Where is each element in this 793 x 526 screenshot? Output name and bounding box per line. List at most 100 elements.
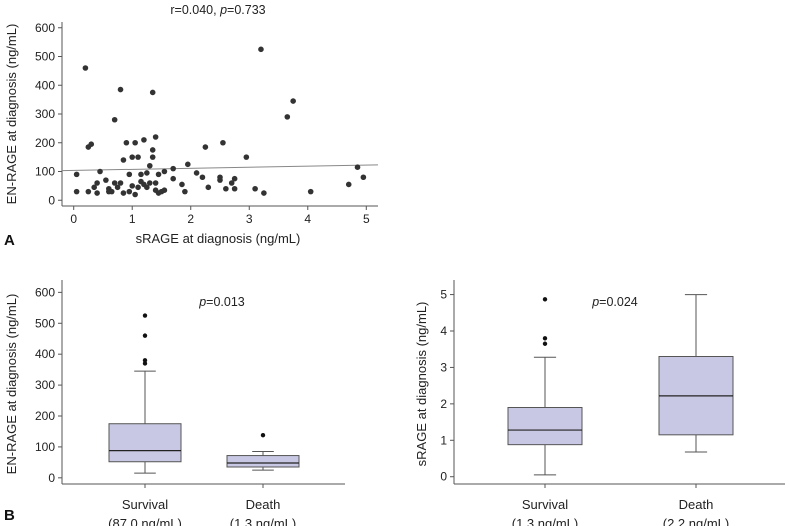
scatter-point [132, 139, 138, 146]
scatter-point [97, 168, 103, 175]
panel-label-a: A [4, 232, 15, 249]
scatter-y-tick-label: 0 [48, 193, 55, 207]
scatter-point [111, 180, 118, 186]
scatter-point [120, 157, 127, 163]
scatter-point [223, 185, 229, 192]
scatter-y-label: EN-RAGE at diagnosis (ng/mL) [4, 24, 19, 205]
scatter-point [94, 180, 100, 186]
scatter-point [146, 162, 153, 169]
box-enrage-group-label: Survival [122, 497, 168, 512]
scatter-point [126, 171, 133, 178]
scatter-point [126, 188, 133, 195]
scatter-point [182, 188, 188, 195]
scatter-y-tick-label: 400 [35, 78, 55, 92]
scatter-x-tick-label: 1 [129, 212, 136, 226]
scatter-point [144, 170, 150, 176]
scatter-point [94, 190, 100, 196]
scatter-point [307, 188, 314, 195]
box-srage-outlier [542, 297, 548, 302]
scatter-y-tick-label: 500 [35, 50, 55, 64]
box-enrage-outlier [142, 313, 148, 318]
scatter-point [193, 170, 200, 176]
box-srage-y-tick-label: 1 [440, 433, 447, 447]
scatter-point [170, 175, 176, 182]
box-enrage-y-tick-label: 400 [35, 347, 55, 361]
box-enrage-outlier [260, 432, 266, 438]
scatter-point [228, 180, 235, 186]
scatter-point [120, 190, 127, 196]
scatter-point [146, 180, 153, 186]
scatter-point [231, 175, 238, 182]
box-srage-y-tick-label: 4 [440, 324, 447, 338]
scatter-point [220, 139, 226, 146]
box-srage-y-tick-label: 5 [440, 288, 447, 302]
box-enrage-group-median: (1.3 ng/mL) [230, 516, 296, 526]
box-srage-y-tick-label: 2 [440, 397, 447, 411]
scatter-point [132, 191, 138, 198]
box-srage-outlier [542, 336, 548, 341]
scatter-point [141, 137, 147, 143]
scatter-y-tick-label: 100 [35, 165, 55, 179]
scatter-point [179, 181, 185, 188]
scatter-point [161, 187, 168, 193]
scatter-x-label: sRAGE at diagnosis (ng/mL) [136, 231, 301, 246]
scatter-point [91, 184, 97, 191]
box-enrage-box-death [226, 455, 300, 468]
scatter-point [202, 144, 209, 150]
scatter-point [82, 65, 89, 71]
scatter-point [152, 180, 159, 186]
scatter-point [73, 171, 80, 178]
scatter-point [129, 183, 136, 189]
scatter-point [170, 165, 176, 172]
box-enrage-y-tick-label: 600 [35, 285, 55, 299]
scatter-point [123, 139, 130, 146]
box-enrage-title: p=0.013 [198, 295, 245, 309]
scatter-x-tick-label: 0 [70, 212, 77, 226]
scatter-point [354, 164, 361, 170]
scatter-y-tick-label: 300 [35, 107, 55, 121]
scatter-point [284, 114, 291, 120]
box-srage-outlier [542, 341, 548, 346]
scatter-point [290, 98, 296, 104]
box-enrage-outlier [142, 361, 148, 366]
scatter-point [161, 168, 168, 175]
scatter-point [85, 188, 92, 195]
box-srage-box-survival [507, 407, 583, 446]
box-srage-group-label: Survival [522, 497, 568, 512]
box-enrage-group-median: (87.0 ng/mL) [108, 516, 182, 526]
scatter-point [345, 181, 352, 188]
panel-label-b: B [4, 507, 15, 524]
box-enrage-outlier [142, 333, 148, 338]
box-enrage-group-label: Death [246, 497, 281, 512]
box-srage-y-tick-label: 3 [440, 360, 447, 374]
scatter-point [231, 185, 238, 192]
scatter-point [149, 89, 156, 96]
scatter-point [243, 154, 250, 160]
scatter-x-tick-label: 4 [304, 212, 311, 226]
scatter-point [205, 184, 212, 191]
scatter-point [73, 188, 80, 195]
scatter-point [117, 180, 124, 186]
scatter-point [155, 171, 162, 178]
scatter-point [217, 177, 223, 183]
box-srage-y-label: sRAGE at diagnosis (ng/mL) [414, 302, 429, 467]
scatter-point [360, 174, 367, 181]
scatter-point [258, 46, 264, 53]
scatter-point [117, 86, 124, 93]
scatter-x-tick-label: 3 [246, 212, 253, 226]
scatter-point [103, 177, 109, 183]
scatter-title: r=0.040, p=0.733 [170, 3, 265, 17]
box-enrage-y-tick-label: 100 [35, 440, 55, 454]
scatter-point [261, 190, 267, 196]
box-enrage-y-tick-label: 0 [48, 471, 55, 485]
scatter-point [144, 184, 150, 191]
trend-line [61, 164, 379, 172]
scatter-point [129, 154, 136, 160]
scatter-point [114, 184, 121, 191]
scatter-point [252, 185, 258, 192]
scatter-point [149, 147, 156, 153]
box-srage-group-label: Death [679, 497, 714, 512]
box-enrage-y-tick-label: 200 [35, 409, 55, 423]
box-enrage-y-label: EN-RAGE at diagnosis (ng/mL) [4, 294, 19, 475]
